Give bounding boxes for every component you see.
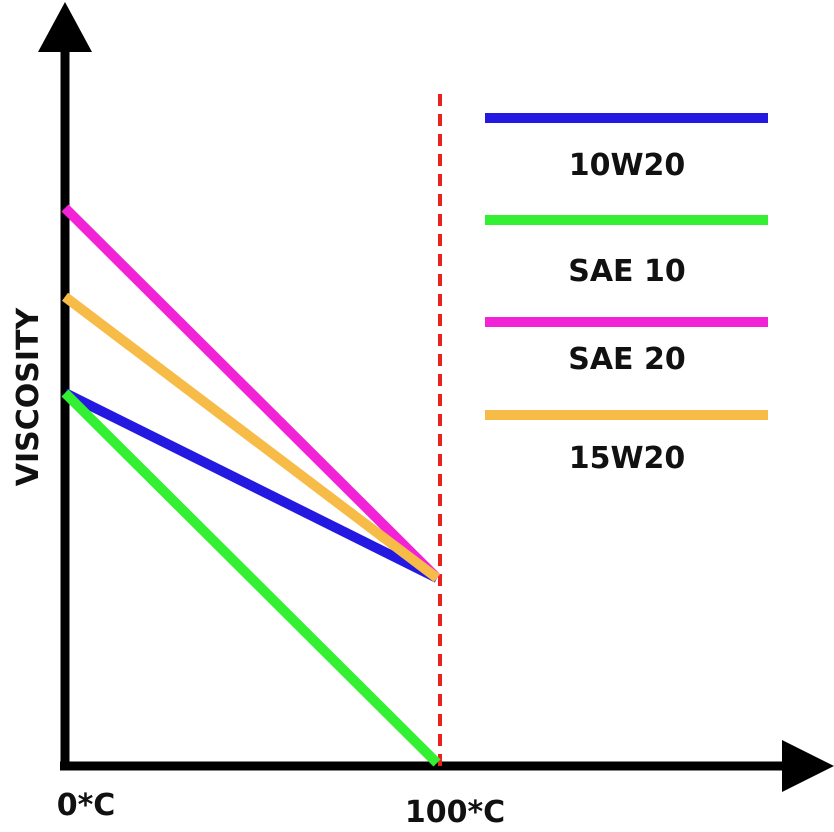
series-line-15w20: [61, 292, 441, 582]
legend-label-10w20: 10W20: [569, 148, 686, 183]
series-layer: [61, 204, 441, 767]
x-tick-label-100c: 100*C: [405, 795, 505, 830]
legend-label-sae-10: SAE 10: [568, 254, 686, 289]
y-axis-label: VISCOSITY: [11, 306, 46, 486]
series-line-sae-20: [61, 204, 441, 582]
y-axis-arrowhead: [38, 2, 92, 52]
x-tick-label-0c: 0*C: [57, 788, 116, 823]
legend-label-15w20: 15W20: [569, 441, 686, 476]
legend-label-sae-20: SAE 20: [568, 342, 686, 377]
series-line-10w20: [62, 388, 440, 583]
series-line-sae-10: [61, 389, 441, 767]
legend: 10W20 SAE 10 SAE 20 15W20: [485, 113, 768, 476]
x-axis-arrowhead: [782, 740, 834, 792]
